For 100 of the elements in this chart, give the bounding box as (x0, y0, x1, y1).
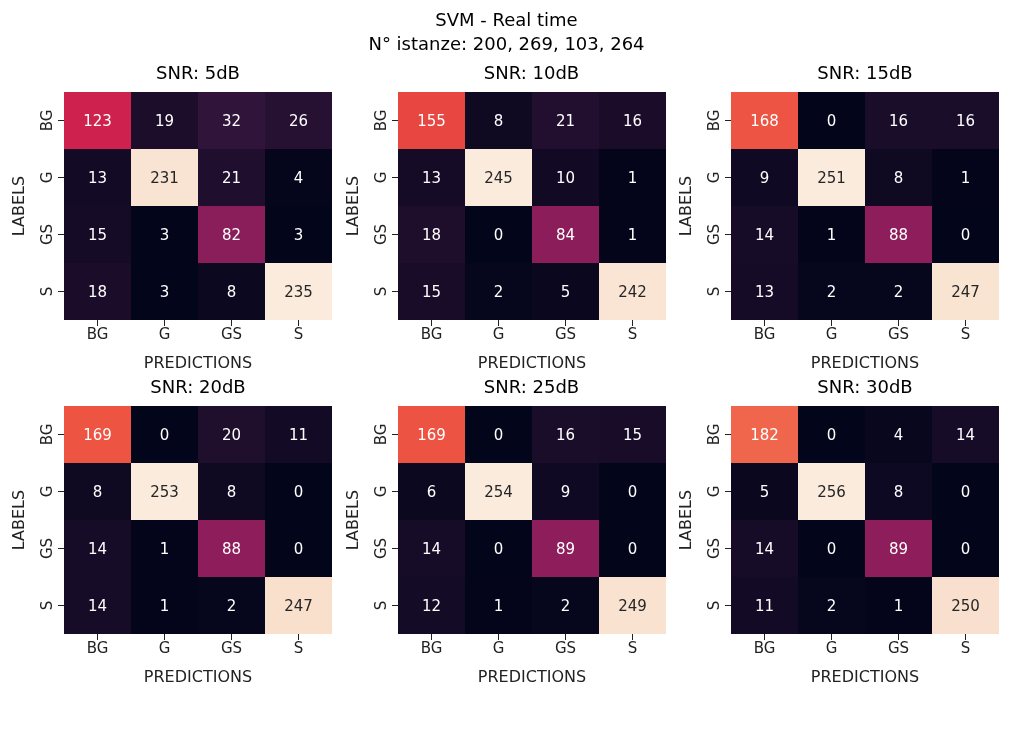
x-tick-label: BG (753, 324, 776, 343)
y-tick-label: S (705, 286, 723, 297)
data-label: 18 (421, 225, 441, 244)
y-axis-title: LABELS (8, 489, 28, 551)
data-label: 32 (221, 111, 242, 130)
data-label: 8 (493, 111, 503, 130)
x-tick-label: S (960, 324, 971, 343)
data-label: 0 (826, 539, 837, 558)
data-label: 16 (622, 111, 642, 130)
x-tick-label: G (492, 324, 504, 343)
x-tick-label: BG (86, 324, 109, 343)
data-label: 1 (159, 596, 170, 615)
data-label: 4 (293, 168, 304, 187)
y-tick-label: GS (371, 537, 390, 560)
x-tick-label: GS (554, 324, 576, 343)
x-axis-title: PREDICTIONS (477, 667, 586, 686)
data-label: 5 (759, 482, 770, 501)
data-label: 256 (817, 482, 846, 501)
x-axis-title: PREDICTIONS (143, 667, 253, 686)
data-label: 0 (159, 425, 170, 444)
y-tick-label: G (705, 171, 723, 184)
data-label: 2 (893, 282, 904, 301)
x-tick-label: GS (220, 324, 243, 343)
data-label: 253 (150, 482, 179, 501)
data-label: 16 (888, 111, 909, 130)
x-tick-label: BG (420, 324, 442, 343)
data-label: 247 (284, 596, 313, 615)
data-label: 8 (893, 482, 904, 501)
data-label: 16 (555, 425, 575, 444)
data-label: 11 (288, 425, 309, 444)
data-label: 1 (960, 168, 971, 187)
x-tick-label: BG (420, 638, 442, 657)
data-label: 14 (421, 539, 441, 558)
chart-title: SNR: 25dB (482, 376, 581, 399)
data-label: 14 (754, 539, 775, 558)
data-label: 1 (493, 596, 503, 615)
data-label: 251 (817, 168, 846, 187)
x-tick-label: G (158, 638, 171, 657)
x-tick-label: GS (887, 324, 910, 343)
data-label: 2 (226, 596, 237, 615)
data-label: 0 (826, 425, 837, 444)
x-tick-label: G (492, 638, 504, 657)
data-label: 245 (483, 168, 513, 187)
x-tick-label: S (960, 638, 971, 657)
chart-title: SNR: 20dB (149, 376, 247, 399)
data-label: 0 (627, 539, 637, 558)
data-label: 9 (560, 482, 570, 501)
data-label: 0 (493, 539, 503, 558)
data-label: 0 (293, 482, 304, 501)
data-label: 0 (627, 482, 637, 501)
y-tick-label: BG (38, 109, 56, 132)
data-label: 15 (421, 282, 441, 301)
data-label: 0 (293, 539, 304, 558)
data-label: 26 (288, 111, 309, 130)
data-label: 19 (154, 111, 175, 130)
x-tick-label: GS (887, 638, 910, 657)
data-label: 1 (159, 539, 170, 558)
y-tick-label: GS (38, 223, 56, 246)
data-label: 14 (87, 539, 108, 558)
data-label: 0 (960, 482, 971, 501)
y-axis-title: LABELS (675, 175, 695, 237)
x-tick-label: GS (220, 638, 243, 657)
data-label: 8 (893, 168, 904, 187)
data-label: 2 (493, 282, 503, 301)
text: SVM - Real time (434, 8, 579, 32)
data-label: 3 (293, 225, 304, 244)
x-tick-label: G (825, 638, 838, 657)
data-label: 21 (555, 111, 575, 130)
y-tick-label: S (371, 600, 390, 611)
data-label: 1 (627, 168, 637, 187)
data-label: 1 (627, 225, 637, 244)
y-tick-label: BG (705, 109, 723, 132)
data-label: 3 (159, 282, 170, 301)
data-label: 235 (284, 282, 313, 301)
data-label: 168 (750, 111, 779, 130)
data-label: 88 (888, 225, 909, 244)
data-label: 169 (416, 425, 446, 444)
data-label: 15 (622, 425, 642, 444)
data-label: 249 (617, 596, 647, 615)
x-tick-label: S (293, 638, 304, 657)
data-label: 0 (826, 111, 837, 130)
x-axis-title: PREDICTIONS (810, 667, 920, 686)
data-label: 13 (421, 168, 441, 187)
data-label: 84 (555, 225, 575, 244)
x-axis-title: PREDICTIONS (143, 353, 253, 372)
data-label: 14 (754, 225, 775, 244)
y-tick-label: BG (38, 423, 56, 446)
y-tick-label: GS (705, 223, 723, 246)
data-label: 89 (555, 539, 575, 558)
data-label: 5 (560, 282, 570, 301)
x-tick-label: BG (753, 638, 776, 657)
data-label: 8 (226, 282, 237, 301)
data-label: 1 (826, 225, 837, 244)
data-label: 8 (92, 482, 103, 501)
y-tick-label: BG (371, 423, 390, 446)
y-tick-label: GS (705, 537, 723, 560)
y-tick-label: S (705, 600, 723, 611)
data-label: 3 (159, 225, 170, 244)
y-tick-label: S (38, 286, 56, 297)
x-tick-label: BG (86, 638, 109, 657)
